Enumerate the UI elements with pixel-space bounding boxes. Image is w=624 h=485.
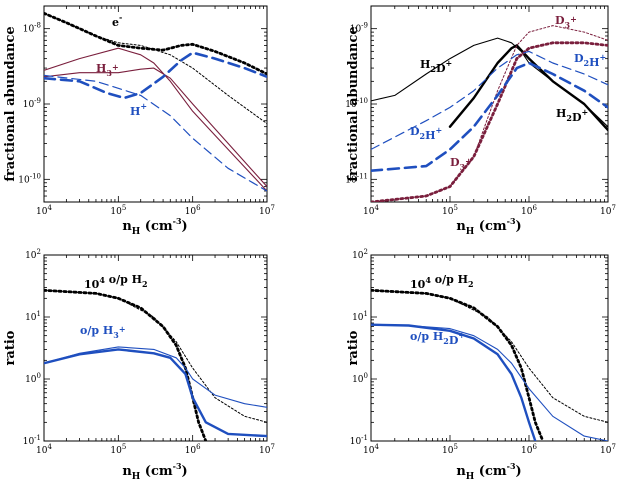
y-tick-label: 10-1: [23, 434, 41, 447]
series-line: [44, 289, 267, 423]
y-tick-label: 10-8: [23, 22, 41, 35]
series-line: [44, 346, 267, 408]
series-line: [44, 47, 267, 192]
series-annotation: o/p H3+: [80, 324, 126, 340]
x-tick-label: 105: [442, 204, 458, 217]
series-annotation: H3+: [96, 62, 119, 78]
y-tick-label: 10-10: [18, 172, 41, 185]
x-axis-label: nH (cm-3): [456, 216, 521, 237]
y-tick-label: 100: [25, 372, 41, 385]
series-line: [371, 324, 608, 441]
x-tick-label: 106: [185, 443, 201, 456]
plot-frame: [43, 5, 268, 203]
series-annotation: D3+: [450, 156, 472, 172]
series-annotation: H2D+: [556, 107, 588, 124]
x-tick-label: 106: [185, 204, 201, 217]
series-line: [44, 288, 208, 441]
series-line: [371, 289, 608, 423]
y-tick-label: 100: [352, 372, 368, 385]
x-tick-label: 106: [521, 443, 537, 456]
series-line: [44, 51, 267, 100]
y-tick-label: 10-9: [350, 22, 368, 35]
series-line: [371, 323, 537, 441]
x-tick-label: 104: [363, 443, 379, 456]
x-tick-label: 107: [600, 204, 616, 217]
y-tick-label: 101: [25, 310, 41, 323]
y-tick-label: 10-11: [345, 172, 368, 185]
series-line: [44, 67, 267, 188]
series-line: [371, 50, 608, 150]
x-axis-label: nH (cm-3): [456, 461, 521, 482]
series-line: [44, 12, 267, 125]
series-annotation: H2D+: [420, 58, 452, 75]
x-tick-label: 104: [36, 443, 52, 456]
y-tick-label: 10-9: [23, 97, 41, 110]
series-annotation: 104 o/p H2: [410, 273, 474, 291]
panel-bottom-right: 104 105 106 107 102 101 100 10-1 ratio nH (cm-3) 1…: [346, 248, 616, 482]
series-annotation: D2H+: [574, 52, 606, 69]
series-annotation: H+: [130, 101, 147, 118]
series-line: [448, 44, 608, 132]
y-tick-label: 102: [352, 248, 368, 261]
series-annotation: D2H+: [410, 125, 442, 142]
series-line: [371, 61, 608, 172]
series-annotation: e-: [112, 12, 122, 29]
panel-bottom-left: 104 105 106 107 102 101 100 10-1 ratio nH (cm-3) 1…: [3, 248, 275, 482]
series-line: [44, 74, 267, 192]
x-axis-label: nH (cm-3): [122, 461, 187, 482]
y-axis-label: ratio: [3, 330, 18, 365]
x-tick-label: 104: [36, 204, 52, 217]
x-tick-label: 107: [600, 443, 616, 456]
y-axis-label: fractional abundance: [346, 26, 361, 181]
plot-frame: [43, 254, 268, 442]
y-axis-label: fractional abundance: [3, 26, 18, 181]
x-tick-label: 105: [110, 204, 126, 217]
x-tick-label: 105: [442, 443, 458, 456]
y-tick-label: 10-1: [350, 434, 368, 447]
series-line: [44, 348, 267, 438]
x-tick-label: 107: [259, 204, 275, 217]
y-tick-label: 101: [352, 310, 368, 323]
y-axis-label: ratio: [346, 330, 361, 365]
plot-frame: [370, 254, 609, 442]
series-annotation: 104 o/p H2: [84, 273, 148, 291]
x-axis-label: nH (cm-3): [122, 216, 187, 237]
series-line: [371, 288, 545, 441]
x-tick-label: 105: [110, 443, 126, 456]
series-annotation: o/p H2D+: [410, 330, 465, 347]
y-tick-label: 10-10: [345, 97, 368, 110]
y-tick-label: 102: [25, 248, 41, 261]
x-tick-label: 106: [521, 204, 537, 217]
x-tick-label: 107: [259, 443, 275, 456]
series-annotation: D3+: [555, 14, 577, 30]
x-tick-label: 104: [363, 204, 379, 217]
